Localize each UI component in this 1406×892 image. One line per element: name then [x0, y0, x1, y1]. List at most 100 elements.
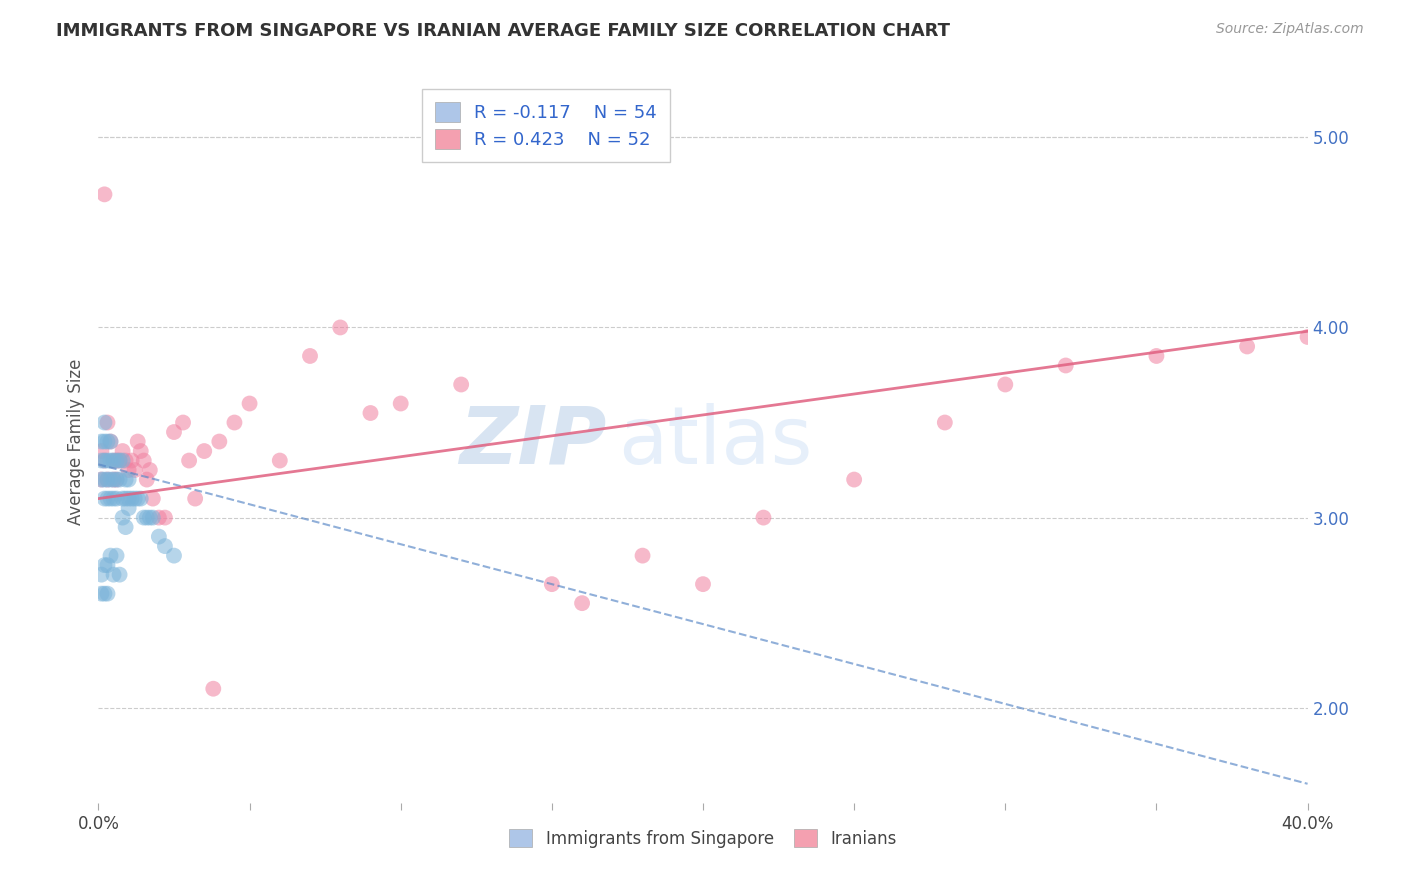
- Point: [124, 491, 146, 506]
- Point: [100, 473, 122, 487]
- Point: [105, 473, 128, 487]
- Point: [111, 510, 134, 524]
- Point: [96, 491, 118, 506]
- Point: [163, 549, 186, 563]
- Point: [994, 377, 1017, 392]
- Point: [108, 453, 131, 467]
- Point: [299, 349, 322, 363]
- Point: [105, 473, 128, 487]
- Point: [96, 587, 118, 601]
- Point: [114, 453, 136, 467]
- Point: [179, 453, 201, 467]
- Point: [100, 453, 122, 467]
- Point: [108, 453, 131, 467]
- Point: [269, 453, 291, 467]
- Point: [148, 530, 170, 544]
- Point: [93, 187, 115, 202]
- Legend: Immigrants from Singapore, Iranians: Immigrants from Singapore, Iranians: [498, 817, 908, 860]
- Point: [108, 567, 131, 582]
- Point: [135, 473, 157, 487]
- Point: [93, 473, 115, 487]
- Text: ZIP: ZIP: [458, 402, 606, 481]
- Point: [93, 558, 115, 573]
- Point: [105, 549, 128, 563]
- Point: [934, 416, 956, 430]
- Point: [96, 473, 118, 487]
- Point: [90, 473, 112, 487]
- Point: [90, 434, 112, 449]
- Point: [93, 587, 115, 601]
- Point: [184, 491, 207, 506]
- Text: IMMIGRANTS FROM SINGAPORE VS IRANIAN AVERAGE FAMILY SIZE CORRELATION CHART: IMMIGRANTS FROM SINGAPORE VS IRANIAN AVE…: [56, 22, 950, 40]
- Point: [100, 491, 122, 506]
- Point: [103, 453, 125, 467]
- Point: [752, 510, 775, 524]
- Point: [1236, 339, 1258, 353]
- Point: [96, 434, 118, 449]
- Point: [118, 463, 141, 477]
- Point: [132, 510, 155, 524]
- Point: [163, 425, 186, 439]
- Point: [142, 510, 165, 524]
- Point: [105, 491, 128, 506]
- Point: [90, 587, 112, 601]
- Point: [90, 473, 112, 487]
- Point: [844, 473, 866, 487]
- Point: [100, 549, 122, 563]
- Point: [239, 396, 262, 410]
- Point: [1144, 349, 1167, 363]
- Point: [132, 453, 155, 467]
- Point: [114, 491, 136, 506]
- Point: [121, 453, 143, 467]
- Point: [90, 444, 112, 458]
- Point: [118, 473, 141, 487]
- Point: [100, 434, 122, 449]
- Point: [139, 463, 162, 477]
- Point: [96, 558, 118, 573]
- Point: [193, 444, 215, 458]
- Point: [127, 491, 149, 506]
- Point: [129, 491, 152, 506]
- Point: [208, 434, 231, 449]
- Point: [153, 539, 176, 553]
- Point: [631, 549, 654, 563]
- Point: [121, 491, 143, 506]
- Point: [135, 510, 157, 524]
- Point: [329, 320, 352, 334]
- Point: [129, 444, 152, 458]
- Point: [389, 396, 412, 410]
- Point: [96, 416, 118, 430]
- Point: [692, 577, 714, 591]
- Point: [114, 520, 136, 534]
- Point: [103, 453, 125, 467]
- Point: [360, 406, 382, 420]
- Point: [93, 453, 115, 467]
- Point: [118, 501, 141, 516]
- Point: [153, 510, 176, 524]
- Point: [105, 453, 128, 467]
- Point: [224, 416, 246, 430]
- Point: [105, 453, 128, 467]
- Text: atlas: atlas: [619, 402, 813, 481]
- Point: [139, 510, 162, 524]
- Point: [96, 473, 118, 487]
- Point: [124, 463, 146, 477]
- Point: [127, 434, 149, 449]
- Point: [93, 434, 115, 449]
- Point: [103, 567, 125, 582]
- Point: [96, 453, 118, 467]
- Y-axis label: Average Family Size: Average Family Size: [66, 359, 84, 524]
- Point: [100, 434, 122, 449]
- Point: [148, 510, 170, 524]
- Point: [202, 681, 225, 696]
- Point: [103, 491, 125, 506]
- Point: [118, 491, 141, 506]
- Point: [103, 473, 125, 487]
- Point: [1296, 330, 1319, 344]
- Point: [114, 473, 136, 487]
- Point: [111, 491, 134, 506]
- Point: [1054, 359, 1077, 373]
- Point: [108, 473, 131, 487]
- Point: [111, 453, 134, 467]
- Point: [93, 416, 115, 430]
